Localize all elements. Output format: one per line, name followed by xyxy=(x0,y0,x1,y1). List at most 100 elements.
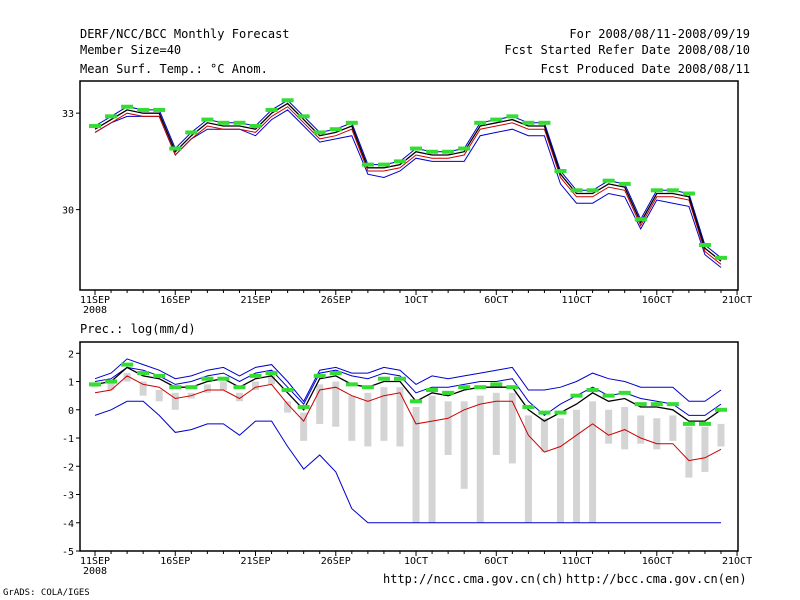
prec-obs-marker xyxy=(345,382,358,387)
prec-obs-marker xyxy=(265,371,278,376)
prec-x-tick-label: 21SEP xyxy=(240,556,270,567)
temp-obs-marker xyxy=(586,188,599,193)
prec-obs-marker xyxy=(442,390,455,395)
temp-obs-marker xyxy=(153,107,166,112)
temp-upper-line xyxy=(94,99,722,259)
temp-obs-marker xyxy=(249,124,262,129)
prec-y-tick-label: -5 xyxy=(62,547,74,558)
prec-obs-marker xyxy=(474,385,487,390)
temp-x-tick-label: 21SEP xyxy=(240,295,270,306)
prec-spread-bar xyxy=(332,381,340,427)
prec-spread-bar xyxy=(396,387,404,447)
prec-y-tick-label: 2 xyxy=(68,349,74,360)
prec-obs-marker xyxy=(233,385,246,390)
member-size: Member Size=40 xyxy=(80,43,182,57)
produced-date: Fcst Produced Date 2008/08/11 xyxy=(540,62,750,76)
temp-obs-marker xyxy=(185,130,198,135)
prec-y-tick-label: 1 xyxy=(68,378,74,389)
temp-obs-marker xyxy=(442,149,455,154)
prec-spread-bar xyxy=(476,395,484,523)
prec-obs-marker xyxy=(506,385,519,390)
grads-credit: GrADS: COLA/IGES xyxy=(3,588,90,598)
prec-lower-line xyxy=(94,375,722,462)
temp-obs-marker xyxy=(570,188,583,193)
temp-obs-marker xyxy=(715,255,727,260)
prec-spread-bar xyxy=(380,387,388,441)
prec-y-tick-label: -1 xyxy=(62,434,74,445)
temp-x-tick-label: 16OCT xyxy=(642,295,672,306)
prec-x-tick-label: 16SEP xyxy=(160,556,190,567)
prec-spread-bar xyxy=(444,401,452,455)
prec-spread-bar xyxy=(460,401,468,489)
temp-x-tick-label: 16SEP xyxy=(160,295,190,306)
temp-obs-marker xyxy=(345,120,358,125)
prec-spread-bar xyxy=(717,423,725,447)
prec-obs-marker xyxy=(554,410,567,415)
prec-spread-bar xyxy=(155,390,163,402)
prec-spread-bar xyxy=(412,406,420,523)
temp-y-tick-label: 33 xyxy=(62,109,74,120)
prec-y-tick-label: -2 xyxy=(62,462,74,473)
temp-obs-marker xyxy=(698,242,711,247)
prec-obs-marker xyxy=(634,402,647,407)
temp-y-tick-label: 30 xyxy=(62,206,74,217)
temp-obs-marker xyxy=(121,104,134,109)
prec-spread-bar xyxy=(621,406,629,450)
prec-spread-bar xyxy=(589,401,597,523)
temp-obs-marker xyxy=(538,120,551,125)
temp-obs-marker xyxy=(474,120,487,125)
temp-x-tick-label: 11OCT xyxy=(561,295,591,306)
prec-x-tick-label: 16OCT xyxy=(642,556,672,567)
forecast-period: For 2008/08/11-2008/09/19 xyxy=(569,27,750,41)
precip-title: Prec.: log(mm/d) xyxy=(80,322,196,336)
temp-obs-marker xyxy=(682,191,695,196)
prec-spread-bar xyxy=(252,381,260,391)
ncc-link[interactable]: http://ncc.cma.gov.cn(ch) xyxy=(383,572,564,586)
prec-obs-marker xyxy=(89,382,101,387)
prec-spread-bar xyxy=(139,381,147,396)
temp-obs-marker xyxy=(89,124,101,129)
temp-obs-marker xyxy=(393,159,406,164)
prec-spread-bar xyxy=(235,392,243,402)
temp-x-tick-label: 6OCT xyxy=(484,295,508,306)
started-date: Fcst Started Refer Date 2008/08/10 xyxy=(504,43,750,57)
temp-obs-marker xyxy=(377,162,390,167)
temp-obs-marker xyxy=(506,114,519,119)
bcc-link[interactable]: http://bcc.cma.gov.cn(en) xyxy=(566,572,747,586)
temp-obs-marker xyxy=(361,162,374,167)
prec-x-tick-label: 6OCT xyxy=(484,556,508,567)
temp-obs-marker xyxy=(137,107,150,112)
temp-obs-marker xyxy=(618,181,631,186)
temp-x-tick-label: 1OCT xyxy=(404,295,428,306)
temp-obs-marker xyxy=(490,117,503,122)
prec-spread-bar xyxy=(508,392,516,464)
prec-obs-marker xyxy=(586,388,599,393)
temp-obs-marker xyxy=(217,120,230,125)
prec-obs-marker xyxy=(201,376,214,381)
temp-obs-marker xyxy=(426,149,439,154)
prec-min-line xyxy=(94,400,721,524)
temp-obs-marker xyxy=(105,114,118,119)
temp-obs-marker xyxy=(650,188,663,193)
prec-obs-marker xyxy=(137,371,150,376)
prec-mean-line xyxy=(94,366,722,422)
prec-obs-marker xyxy=(618,390,631,395)
temp-obs-marker xyxy=(201,117,214,122)
prec-obs-marker xyxy=(153,373,166,378)
prec-y-tick-label: -4 xyxy=(62,519,74,530)
prec-obs-marker xyxy=(313,373,326,378)
prec-spread-bar xyxy=(428,395,436,523)
prec-obs-marker xyxy=(121,362,134,367)
temp-mean-line xyxy=(94,102,722,262)
prec-spread-bar xyxy=(348,395,356,441)
temp-obs-marker xyxy=(169,146,182,151)
temp-obs-marker xyxy=(634,217,647,222)
prec-spread-bar xyxy=(653,418,661,450)
prec-spread-bar xyxy=(685,426,693,478)
temp-obs-marker xyxy=(554,169,567,174)
temp-plot-frame xyxy=(79,80,739,291)
temp-obs-marker xyxy=(666,188,679,193)
prec-x-year-label: 2008 xyxy=(83,566,107,577)
prec-obs-marker xyxy=(393,376,406,381)
prec-spread-bar xyxy=(701,426,709,472)
